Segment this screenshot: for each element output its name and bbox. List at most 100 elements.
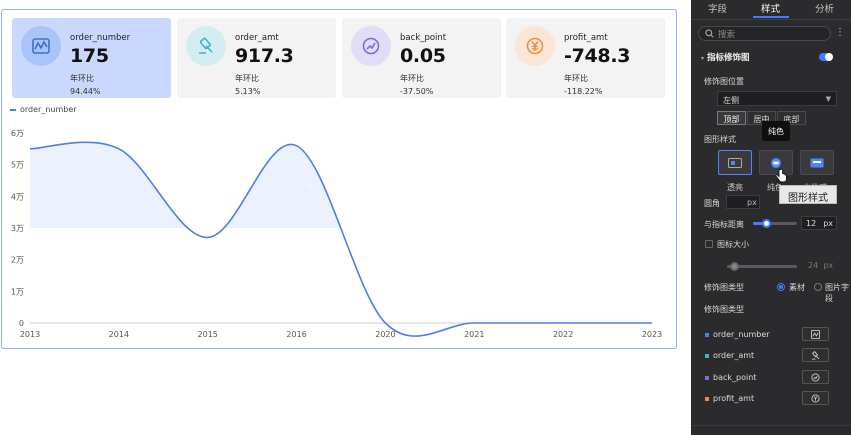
card-preview-icon [810,158,824,167]
chevron-down-icon: ▼ [825,95,831,103]
gavel-icon [811,350,820,360]
x-tick-label: 2021 [464,330,484,339]
hand-cursor-icon [775,168,787,183]
hover-tooltip: 图形样式 [779,185,837,204]
y-tick-label: 0 [19,319,24,328]
panel-tabs: 字段 样式 分析 [691,0,851,20]
field-icon-button[interactable] [802,391,829,405]
search-input[interactable]: 搜索 [698,26,831,41]
material-radio-label: 素材 [789,283,805,292]
position-select[interactable]: 左侧 ▼ [717,91,837,106]
panel-divider [691,425,851,426]
distance-input[interactable]: 12 px [801,216,837,230]
kpi-sub-label: 年环比 [70,74,94,83]
search-icon [705,29,714,38]
style-panel: 字段 样式 分析 搜索 ⋮ ▾ 指标修饰图 修饰图位置 左侧 ▼ 顶部 居中 底… [691,0,851,435]
dashboard-card[interactable]: order_number 175 年环比 94.44% order_amt 91… [1,9,677,349]
x-tick-label: 2023 [642,330,662,339]
tab-analysis[interactable]: 分析 [815,4,835,15]
field-icon-button[interactable] [802,327,829,341]
kpi-value: -748.3 [564,45,631,67]
card-preview-icon [728,157,742,168]
y-tick-label: 5万 [11,161,24,170]
tab-style[interactable]: 样式 [761,4,781,15]
search-placeholder: 搜索 [718,29,736,40]
collapse-icon: ▾ [701,55,705,62]
kpi-pct: -37.50% [400,87,434,96]
kpi-sub-label: 年环比 [400,74,424,83]
kpi-value: 0.05 [400,45,446,67]
field-item-back-point: back_point [705,373,756,382]
icon-size-slider[interactable] [727,265,797,268]
kpi-sub-label: 年环比 [564,74,588,83]
chart-legend[interactable]: order_number [10,105,77,114]
kpi-name: order_number [70,33,131,43]
gavel-icon [186,26,226,66]
active-tab-indicator [753,16,789,18]
color-swatch [705,332,709,337]
corner-input[interactable] [726,195,760,209]
yen-icon [811,393,820,403]
style-option-3d[interactable] [800,150,834,175]
color-swatch [705,353,709,358]
y-tick-label: 4万 [11,192,24,201]
x-tick-label: 2016 [286,330,306,339]
series-line-order-number [29,141,652,337]
kpi-sub-label: 年环比 [235,74,259,83]
icon-size-checkbox[interactable] [705,240,713,248]
section-toggle[interactable] [819,53,833,61]
kpi-card-order-number[interactable]: order_number 175 年环比 94.44% [12,18,171,98]
distance-label: 与指标距离 [704,220,744,229]
distance-slider-fill [753,222,767,225]
card-preview-icon [771,157,781,168]
shape-style-label: 图形样式 [704,135,736,144]
y-tick-label: 6万 [11,129,24,138]
kpi-pct: -118.22% [564,87,603,96]
x-tick-label: 2015 [198,330,218,339]
line-chart-icon [21,26,61,66]
material-radio[interactable] [777,283,785,291]
color-swatch [705,396,709,401]
field-item-profit-amt: profit_amt [705,394,754,403]
field-icon-button[interactable] [802,348,829,362]
field-icon-button[interactable] [802,370,829,384]
distance-slider-knob[interactable] [762,219,772,228]
kpi-name: back_point [400,33,447,43]
legend-marker [10,108,16,111]
y-tick-label: 3万 [11,224,24,233]
more-options-icon[interactable]: ⋮ [835,27,845,38]
yen-icon [515,26,555,66]
kpi-value: 917.3 [235,45,294,67]
x-tick-label: 2014 [109,330,129,339]
section-title[interactable]: ▾ 指标修饰图 [701,53,750,63]
kpi-name: profit_amt [564,33,608,43]
style-option-transparent[interactable] [718,150,752,175]
tab-fields[interactable]: 字段 [708,4,728,15]
corner-unit: px [747,198,757,207]
style-caption-transparent: 透亮 [727,183,743,192]
deco-type-label: 修饰图类型 [704,283,744,292]
kpi-card-profit-amt[interactable]: profit_amt -748.3 年环比 -118.22% [506,18,665,98]
style-tooltip: 纯色 [762,121,790,141]
y-tick-label: 2万 [11,256,24,265]
distance-slider[interactable] [753,222,797,225]
field-item-order-amt: order_amt [705,351,754,360]
image-field-radio[interactable] [814,283,822,291]
style-caption-solid: 纯色 [767,183,783,192]
position-label: 修饰图位置 [704,77,744,86]
x-tick-label: 2013 [20,330,40,339]
corner-label: 圆角 [704,199,720,208]
kpi-name: order_amt [235,33,279,43]
icon-size-slider-knob[interactable] [730,262,739,271]
field-item-order-number: order_number [705,330,770,339]
kpi-pct: 5.13% [235,87,261,96]
x-tick-label: 2022 [553,330,573,339]
deco-list-label: 修饰图类型 [704,305,744,314]
area-fill [30,142,652,228]
kpi-card-back-point[interactable]: back_point 0.05 年环比 -37.50% [342,18,501,98]
kpi-card-order-amt[interactable]: order_amt 917.3 年环比 5.13% [177,18,336,98]
y-tick-label: 1万 [11,287,24,296]
area-chart[interactable]: 0 1万 2万 3万 4万 5万 6万 2013 2014 2015 2016 2020 2021 202… [2,115,676,345]
align-top-button[interactable]: 顶部 [717,111,746,125]
color-swatch [705,375,709,380]
